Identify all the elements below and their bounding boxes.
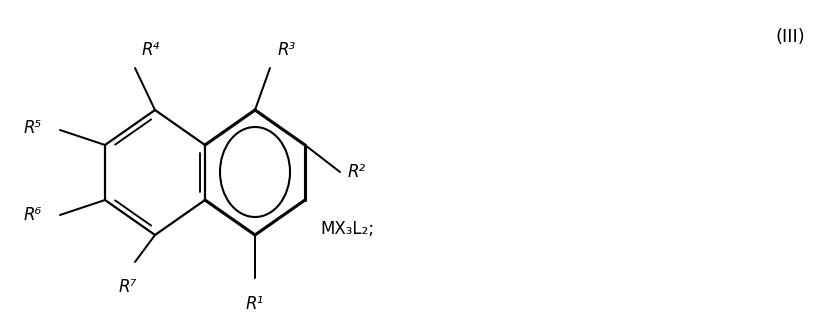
Text: R¹: R¹ [246, 295, 264, 313]
Text: MX₃L₂;: MX₃L₂; [320, 220, 374, 238]
Text: R⁴: R⁴ [142, 41, 160, 59]
Text: R³: R³ [278, 41, 296, 59]
Text: R⁶: R⁶ [24, 206, 42, 224]
Text: R⁷: R⁷ [119, 278, 137, 296]
Text: R⁵: R⁵ [24, 119, 42, 137]
Text: (III): (III) [776, 28, 805, 46]
Text: R²: R² [348, 163, 366, 181]
